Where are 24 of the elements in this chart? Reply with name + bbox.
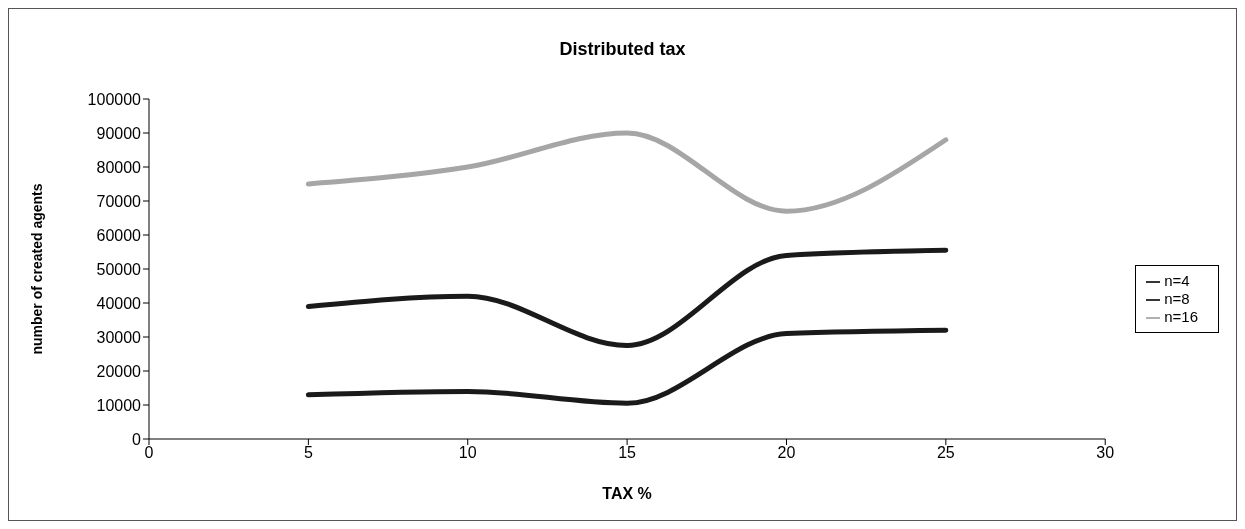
y-tick-label: 10000 [96, 396, 142, 414]
x-tick-label: 5 [303, 444, 313, 462]
x-axis-title: TAX % [602, 485, 652, 502]
y-tick-label: 20000 [96, 362, 142, 380]
legend-label: n=8 [1164, 290, 1190, 307]
y-tick-label: 100000 [87, 90, 142, 108]
y-tick-label: 70000 [96, 192, 142, 210]
x-tick-label: 20 [777, 444, 796, 462]
y-tick-label: 80000 [96, 158, 142, 176]
x-tick-label: 25 [936, 444, 955, 462]
x-tick-label: 10 [458, 444, 477, 462]
y-tick-label: 50000 [96, 260, 142, 278]
y-tick-label: 0 [132, 430, 142, 448]
y-axis-title: number of created agents [28, 183, 45, 355]
x-tick-label: 30 [1096, 444, 1115, 462]
y-tick-label: 60000 [96, 226, 142, 244]
x-tick-label: 15 [618, 444, 637, 462]
x-tick-label: 0 [144, 444, 154, 462]
chart-title: Distributed tax [558, 38, 687, 61]
y-tick-label: 90000 [96, 124, 142, 142]
legend-label: n=16 [1164, 308, 1198, 325]
y-tick-label: 30000 [96, 328, 142, 346]
legend-label: n=4 [1164, 272, 1190, 289]
y-tick-label: 40000 [96, 294, 142, 312]
